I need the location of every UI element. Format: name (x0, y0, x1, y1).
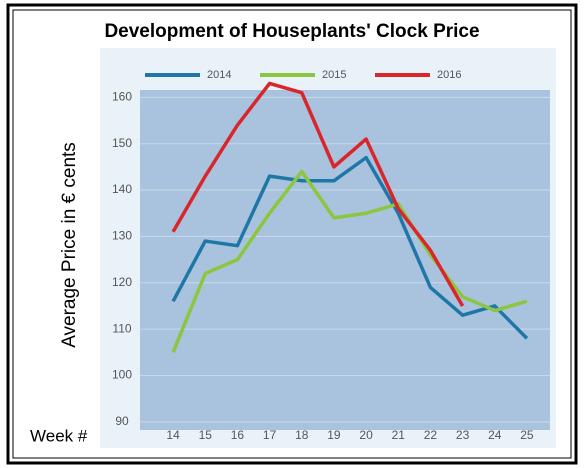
x-tick-label: 22 (424, 428, 438, 442)
legend-label: 2014 (207, 69, 231, 81)
y-tick-label: 90 (115, 414, 129, 428)
plot-area (140, 90, 550, 430)
inner-frame (12, 9, 572, 459)
legend-label: 2015 (322, 69, 346, 81)
x-tick-label: 25 (520, 428, 534, 442)
series-line (171, 81, 465, 307)
x-tick-label: 20 (359, 428, 373, 442)
x-tick-label: 24 (488, 428, 502, 442)
x-tick-label: 14 (166, 428, 180, 442)
x-tick-label: 17 (263, 428, 277, 442)
x-tick-label: 21 (392, 428, 406, 442)
y-tick-label: 160 (112, 90, 132, 104)
series-line (171, 169, 528, 353)
y-tick-label: 100 (112, 368, 132, 382)
x-axis-label: Week # (30, 426, 88, 445)
x-tick-label: 16 (231, 428, 245, 442)
x-tick-label: 23 (456, 428, 470, 442)
y-tick-label: 110 (112, 321, 131, 335)
y-tick-label: 120 (112, 275, 132, 289)
x-tick-label: 15 (199, 428, 213, 442)
legend-label: 2016 (437, 69, 461, 81)
y-tick-label: 130 (112, 229, 132, 243)
x-tick-label: 18 (295, 428, 309, 442)
chart-title: Development of Houseplants' Clock Price (104, 21, 479, 42)
y-axis-label: Average Price in € cents (59, 142, 80, 348)
x-tick-label: 19 (327, 428, 341, 442)
series-line (171, 155, 529, 340)
y-tick-label: 150 (112, 136, 132, 150)
y-tick-label: 140 (112, 182, 132, 196)
